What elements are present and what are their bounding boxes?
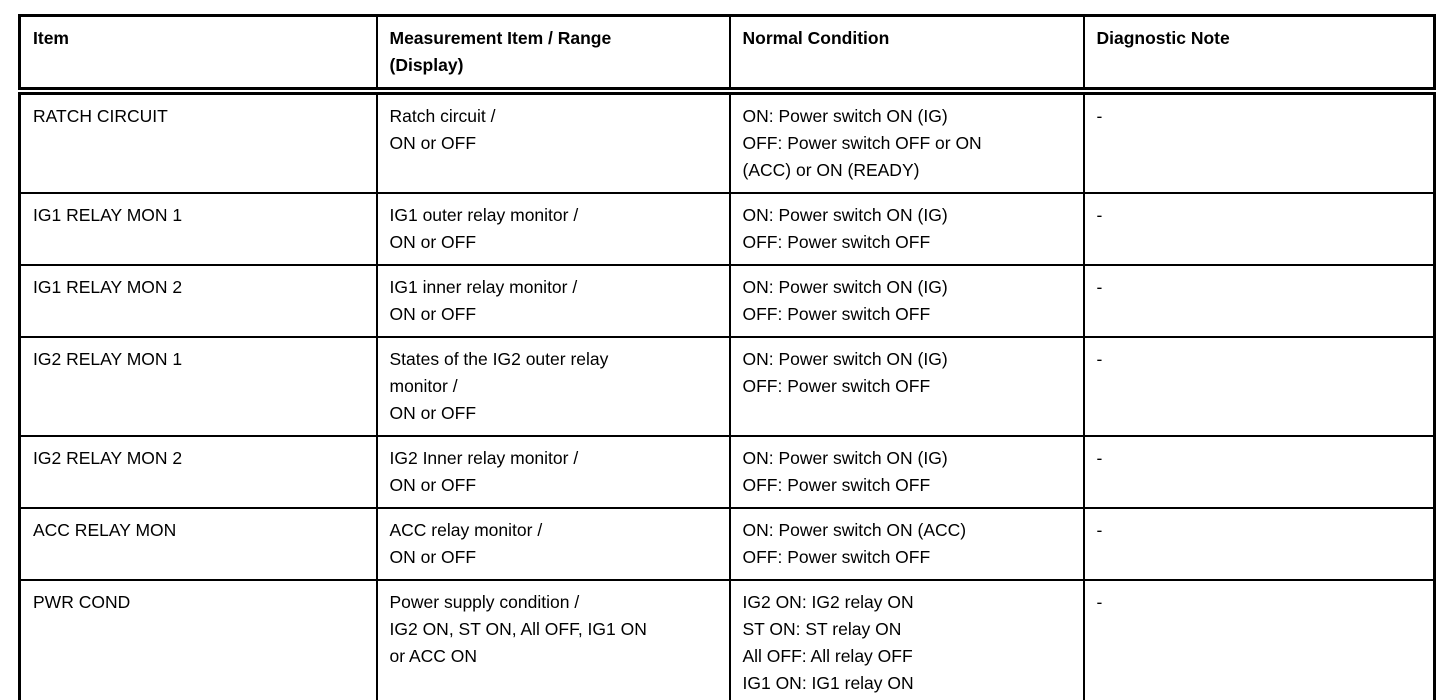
cell-normal-condition: ON: Power switch ON (IG) OFF: Power swit…	[728, 264, 1085, 338]
cell-item: ACC RELAY MON	[18, 507, 378, 581]
table-row: IG1 RELAY MON 2 IG1 inner relay monitor …	[18, 264, 1436, 338]
cell-normal-condition: ON: Power switch ON (IG) OFF: Power swit…	[728, 90, 1085, 194]
header-row: Item Measurement Item / Range (Display) …	[18, 14, 1436, 95]
header-item: Item	[18, 14, 378, 95]
cell-item: IG2 RELAY MON 2	[18, 435, 378, 509]
cell-normal-condition: ON: Power switch ON (IG) OFF: Power swit…	[728, 336, 1085, 437]
cell-diagnostic-note: -	[1082, 336, 1436, 437]
table-row: PWR COND Power supply condition / IG2 ON…	[18, 579, 1436, 700]
table-row: IG2 RELAY MON 2 IG2 Inner relay monitor …	[18, 435, 1436, 509]
cell-normal-condition: ON: Power switch ON (IG) OFF: Power swit…	[728, 192, 1085, 266]
cell-item: IG2 RELAY MON 1	[18, 336, 378, 437]
cell-diagnostic-note: -	[1082, 192, 1436, 266]
table-row: IG1 RELAY MON 1 IG1 outer relay monitor …	[18, 192, 1436, 266]
cell-measurement: IG2 Inner relay monitor / ON or OFF	[375, 435, 731, 509]
cell-item: IG1 RELAY MON 1	[18, 192, 378, 266]
cell-measurement: IG1 outer relay monitor / ON or OFF	[375, 192, 731, 266]
cell-normal-condition: ON: Power switch ON (ACC) OFF: Power swi…	[728, 507, 1085, 581]
header-diagnostic-note: Diagnostic Note	[1082, 14, 1436, 95]
cell-item: IG1 RELAY MON 2	[18, 264, 378, 338]
data-list-table: Item Measurement Item / Range (Display) …	[18, 14, 1436, 700]
table-row: RATCH CIRCUIT Ratch circuit / ON or OFF …	[18, 90, 1436, 194]
header-normal-condition: Normal Condition	[728, 14, 1085, 95]
cell-diagnostic-note: -	[1082, 264, 1436, 338]
table-row: IG2 RELAY MON 1 States of the IG2 outer …	[18, 336, 1436, 437]
cell-diagnostic-note: -	[1082, 507, 1436, 581]
cell-item: PWR COND	[18, 579, 378, 700]
cell-diagnostic-note: -	[1082, 579, 1436, 700]
cell-normal-condition: IG2 ON: IG2 relay ON ST ON: ST relay ON …	[728, 579, 1085, 700]
cell-measurement: Ratch circuit / ON or OFF	[375, 90, 731, 194]
table-row: ACC RELAY MON ACC relay monitor / ON or …	[18, 507, 1436, 581]
cell-diagnostic-note: -	[1082, 435, 1436, 509]
cell-measurement: Power supply condition / IG2 ON, ST ON, …	[375, 579, 731, 700]
cell-measurement: IG1 inner relay monitor / ON or OFF	[375, 264, 731, 338]
cell-measurement: ACC relay monitor / ON or OFF	[375, 507, 731, 581]
cell-item: RATCH CIRCUIT	[18, 90, 378, 194]
cell-measurement: States of the IG2 outer relay monitor / …	[375, 336, 731, 437]
cell-normal-condition: ON: Power switch ON (IG) OFF: Power swit…	[728, 435, 1085, 509]
cell-diagnostic-note: -	[1082, 90, 1436, 194]
header-measurement-range: Measurement Item / Range (Display)	[375, 14, 731, 95]
